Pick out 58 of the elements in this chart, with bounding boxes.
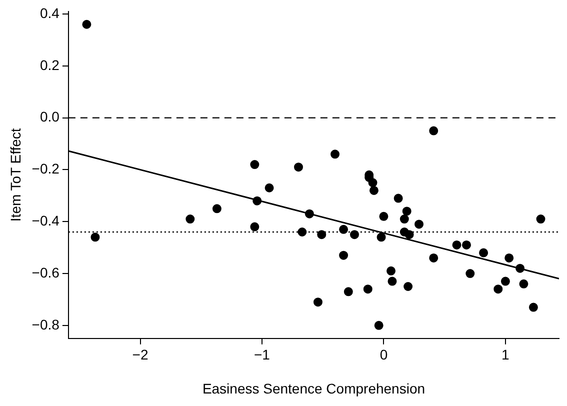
point bbox=[344, 287, 353, 296]
point bbox=[466, 269, 475, 278]
point bbox=[212, 204, 222, 214]
point bbox=[298, 227, 307, 236]
point bbox=[339, 250, 348, 260]
point bbox=[250, 160, 260, 170]
point bbox=[479, 248, 488, 258]
point bbox=[414, 220, 424, 229]
point bbox=[374, 320, 384, 330]
point bbox=[250, 222, 260, 232]
point bbox=[429, 253, 438, 262]
point bbox=[528, 302, 538, 312]
point bbox=[452, 240, 462, 250]
y-tick-label: −0.4 bbox=[32, 212, 60, 228]
point bbox=[500, 276, 510, 286]
point bbox=[186, 214, 195, 224]
point bbox=[400, 214, 409, 224]
point bbox=[379, 212, 388, 221]
y-tick-label: −0.8 bbox=[32, 316, 60, 332]
y-tick-label: −0.2 bbox=[32, 160, 60, 177]
point bbox=[519, 279, 528, 288]
point bbox=[252, 196, 262, 206]
x-axis-title: Easiness Sentence Comprehension bbox=[202, 380, 426, 396]
point bbox=[394, 194, 403, 203]
point bbox=[504, 253, 514, 262]
point bbox=[339, 224, 348, 234]
x-tick-label: −2 bbox=[132, 346, 148, 363]
point bbox=[317, 230, 326, 240]
y-tick-label: 0.2 bbox=[40, 56, 60, 73]
point bbox=[363, 284, 372, 294]
point bbox=[313, 298, 322, 307]
point bbox=[536, 214, 546, 224]
point bbox=[82, 20, 92, 29]
point bbox=[368, 178, 378, 188]
point bbox=[294, 162, 304, 172]
y-tick-label: 0.0 bbox=[40, 108, 60, 125]
y-axis-title: Item ToT Effect bbox=[7, 128, 24, 222]
point bbox=[404, 230, 414, 240]
point bbox=[90, 232, 100, 242]
x-tick-label: −1 bbox=[254, 346, 270, 363]
point bbox=[388, 276, 397, 286]
point bbox=[304, 209, 314, 218]
point bbox=[494, 284, 503, 294]
point bbox=[402, 206, 412, 216]
point bbox=[376, 232, 386, 242]
point bbox=[330, 150, 340, 159]
y-tick-label: −0.6 bbox=[32, 264, 60, 280]
point bbox=[462, 240, 471, 250]
x-tick-label: 1 bbox=[502, 346, 510, 363]
y-tick-label: 0.4 bbox=[40, 4, 60, 21]
point bbox=[264, 183, 274, 192]
point bbox=[386, 266, 396, 276]
x-tick-label: 0 bbox=[380, 346, 388, 363]
point bbox=[350, 230, 359, 240]
point bbox=[404, 282, 413, 291]
point bbox=[369, 186, 378, 195]
point bbox=[429, 126, 438, 136]
point bbox=[516, 264, 525, 273]
